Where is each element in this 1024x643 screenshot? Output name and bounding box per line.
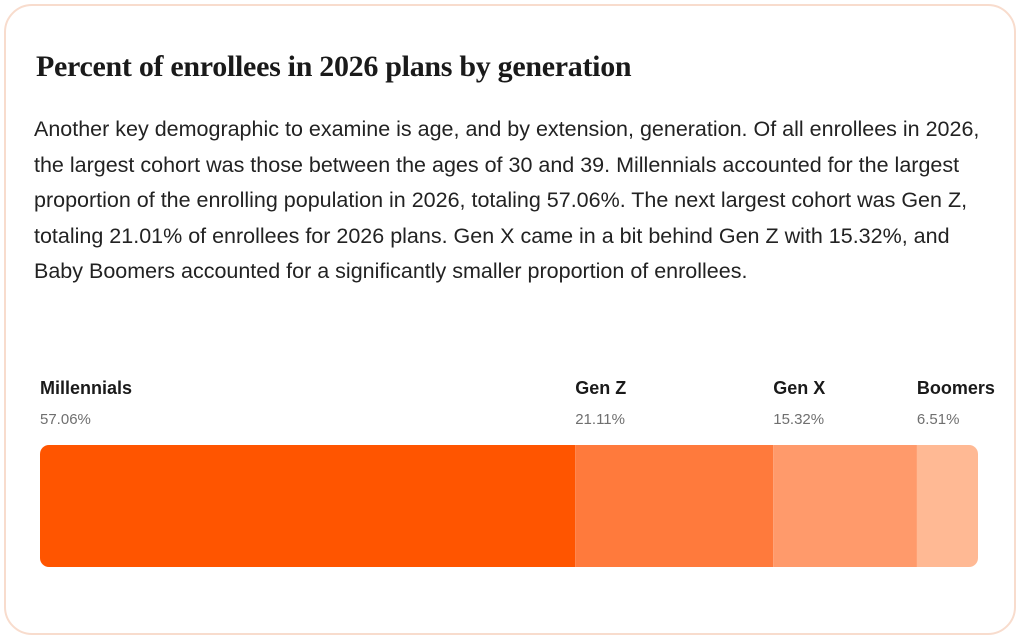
legend-label: Gen Z — [575, 378, 626, 398]
value-label: 57.06% — [40, 411, 91, 428]
value-label: 21.11% — [575, 411, 625, 428]
bar-segment — [916, 445, 978, 567]
bar-group — [40, 445, 978, 567]
bar-segment — [575, 445, 774, 567]
legend-label: Gen X — [773, 378, 825, 398]
value-label: 6.51% — [917, 411, 960, 428]
chart-title: Percent of enrollees in 2026 plans by ge… — [36, 50, 632, 83]
legend-label: Boomers — [917, 378, 995, 398]
bar-segment — [40, 445, 576, 567]
bar-segment — [773, 445, 917, 567]
value-label: 15.32% — [773, 411, 824, 428]
card — [4, 4, 1016, 635]
legend-label: Millennials — [40, 378, 132, 398]
description: Another key demographic to examine is ag… — [34, 117, 980, 283]
